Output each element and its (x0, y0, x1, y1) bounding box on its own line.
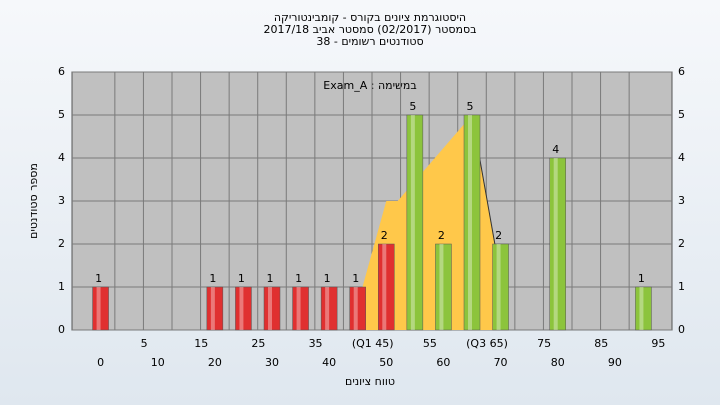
x-tick-label: 50 (379, 356, 393, 369)
bar (435, 243, 452, 331)
bar (235, 286, 252, 331)
chart-subtitle: 38 - סטודנטים רשומים (316, 35, 423, 48)
chart-subtitle: בסמסטר (02/2017) סמסטר אביב 2017/18 (263, 23, 476, 36)
bar-highlight (468, 115, 472, 330)
data-label: 1 (324, 272, 331, 285)
y-tick-label-right: 0 (678, 323, 685, 336)
data-label: 2 (438, 229, 445, 242)
bar (92, 286, 109, 331)
x-tick-label: 35 (309, 337, 323, 350)
y-tick-label: 6 (58, 65, 65, 78)
bar (378, 243, 395, 331)
bar-highlight (410, 115, 415, 330)
bar-highlight (382, 244, 387, 330)
data-label: 1 (295, 272, 302, 285)
x-tick-label: 20 (208, 356, 222, 369)
x-tick-label: 70 (494, 356, 508, 369)
x-tick-label: 15 (194, 337, 208, 350)
y-tick-label-right: 3 (678, 194, 685, 207)
y-axis-label: מספר סטודנטים (27, 163, 40, 239)
x-tick-label: 60 (436, 356, 450, 369)
bar (549, 157, 566, 331)
data-label: 5 (467, 100, 474, 113)
y-tick-label-right: 6 (678, 65, 685, 78)
x-tick-label: 5 (141, 337, 148, 350)
bar (406, 114, 424, 331)
bar (320, 286, 338, 331)
bar-highlight (553, 158, 558, 330)
annotation: Exam_A : במשימה (323, 79, 416, 92)
x-tick-label: 0 (97, 356, 104, 369)
data-label: 5 (409, 100, 416, 113)
y-tick-label: 0 (58, 323, 65, 336)
y-tick-label-right: 1 (678, 280, 685, 293)
data-label: 2 (381, 229, 388, 242)
y-tick-label-right: 2 (678, 237, 685, 250)
x-tick-label: 95 (651, 337, 665, 350)
bar-highlight (268, 287, 272, 330)
bar-highlight (210, 287, 215, 330)
bar-highlight (96, 287, 101, 330)
y-tick-label-right: 5 (678, 108, 685, 121)
chart-title: היסטוגרמת ציונים בקורס - קומבינטוריקה (274, 11, 466, 24)
data-label: 1 (352, 272, 359, 285)
x-tick-label: 25 (251, 337, 265, 350)
y-tick-label: 1 (58, 280, 65, 293)
data-label: 1 (267, 272, 274, 285)
bar (492, 243, 509, 331)
bar-highlight (639, 287, 644, 330)
y-tick-label: 4 (58, 151, 65, 164)
y-tick-label: 2 (58, 237, 65, 250)
bar-highlight (239, 287, 244, 330)
bar-highlight (296, 287, 301, 330)
y-tick-label-right: 4 (678, 151, 685, 164)
x-tick-label: (Q1 45) (352, 337, 394, 350)
bar (635, 286, 652, 331)
bar-highlight (496, 244, 501, 330)
x-tick-label: 85 (594, 337, 608, 350)
data-label: 1 (209, 272, 216, 285)
bar (206, 286, 224, 331)
x-tick-label: 90 (608, 356, 622, 369)
bar (349, 286, 366, 331)
data-label: 1 (95, 272, 102, 285)
y-tick-label: 3 (58, 194, 65, 207)
x-tick-label: 75 (537, 337, 551, 350)
x-axis-label: טווח ציונים (345, 375, 395, 388)
y-tick-label: 5 (58, 108, 65, 121)
x-tick-label: 80 (551, 356, 565, 369)
x-tick-label: 55 (423, 337, 437, 350)
data-label: 1 (638, 272, 645, 285)
bar (263, 286, 281, 331)
bar-highlight (325, 287, 330, 330)
bar (463, 114, 481, 331)
x-tick-label: 10 (151, 356, 165, 369)
x-tick-label: (Q3 65) (466, 337, 508, 350)
x-tick-label: 40 (322, 356, 336, 369)
bar (292, 286, 309, 331)
bar-highlight (353, 287, 358, 330)
x-tick-label: 30 (265, 356, 279, 369)
data-label: 1 (238, 272, 245, 285)
data-label: 2 (495, 229, 502, 242)
data-label: 4 (552, 143, 559, 156)
bar-highlight (439, 244, 444, 330)
